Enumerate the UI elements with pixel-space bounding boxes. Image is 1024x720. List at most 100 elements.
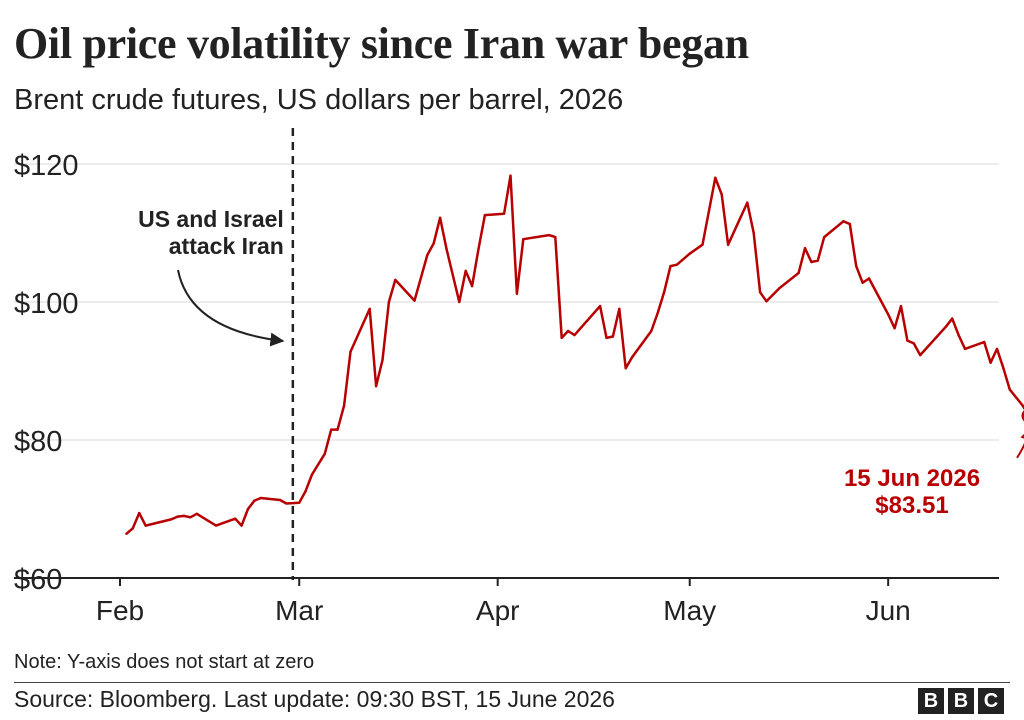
series xyxy=(125,174,1024,535)
data-point xyxy=(803,247,807,250)
data-point xyxy=(726,243,730,246)
endpoint-annotation-label: $83.51 xyxy=(875,492,948,519)
event-annotation-label: attack Iran xyxy=(169,233,284,259)
data-point xyxy=(509,174,512,177)
data-point xyxy=(214,524,218,527)
logo-letter-3: C xyxy=(978,688,1004,714)
data-point xyxy=(573,333,576,337)
data-point xyxy=(1021,404,1024,407)
logo-letter-2: B xyxy=(948,688,974,714)
data-point xyxy=(662,291,666,294)
data-point xyxy=(138,511,141,515)
data-point xyxy=(893,327,896,330)
data-point xyxy=(368,307,371,311)
data-point xyxy=(278,498,282,502)
line-chart: $60 $80 $100 $120 Feb Mar Apr May Jun US and Isr… xyxy=(14,128,1024,626)
data-point xyxy=(765,300,768,303)
data-point xyxy=(758,291,762,294)
data-point xyxy=(515,292,519,295)
data-point xyxy=(323,452,326,455)
data-point xyxy=(259,496,262,500)
data-point xyxy=(887,313,890,316)
data-point xyxy=(426,253,429,257)
data-point xyxy=(522,238,525,241)
data-point xyxy=(688,252,691,255)
data-point xyxy=(995,347,999,351)
data-point xyxy=(963,347,967,351)
data-point xyxy=(842,220,845,223)
data-point xyxy=(823,235,826,239)
data-point xyxy=(464,269,467,273)
x-tick-label: Apr xyxy=(476,595,520,626)
y-tick-label: $120 xyxy=(14,150,79,182)
y-tick-label: $60 xyxy=(14,564,62,596)
x-tick-label: Mar xyxy=(275,595,323,626)
chart-subtitle: Brent crude futures, US dollars per barr… xyxy=(14,84,624,116)
data-point xyxy=(125,532,128,535)
data-point xyxy=(445,247,448,251)
data-point xyxy=(624,367,627,370)
data-point xyxy=(752,231,755,235)
data-point xyxy=(797,271,800,275)
data-point xyxy=(458,300,461,304)
data-point xyxy=(170,518,173,521)
data-point xyxy=(298,501,301,504)
data-point xyxy=(387,300,391,304)
data-point xyxy=(566,329,570,333)
data-point xyxy=(650,329,653,333)
data-point xyxy=(189,516,192,519)
data-point xyxy=(470,284,474,288)
data-point xyxy=(342,404,346,407)
axes: $60 $80 $100 $120 Feb Mar Apr May Jun xyxy=(14,150,999,626)
endpoint-annotation-arrow xyxy=(1016,426,1024,459)
data-point xyxy=(861,281,864,284)
data-point xyxy=(330,428,333,431)
data-point xyxy=(919,353,922,357)
data-point xyxy=(714,176,717,179)
grid-lines xyxy=(14,163,999,441)
data-point xyxy=(234,517,237,520)
data-point xyxy=(611,335,615,338)
data-point xyxy=(336,428,339,431)
data-point xyxy=(720,193,723,196)
data-point xyxy=(669,264,672,268)
data-point xyxy=(944,325,947,328)
data-point xyxy=(547,233,551,237)
data-point xyxy=(598,304,602,308)
event-annotation-arrow xyxy=(177,269,285,347)
data-point xyxy=(413,299,416,302)
data-point xyxy=(374,385,378,388)
data-point xyxy=(630,356,634,359)
source-line: Source: Bloomberg. Last update: 09:30 BS… xyxy=(14,686,615,712)
chart-title: Oil price volatility since Iran war bega… xyxy=(14,19,749,68)
data-point xyxy=(848,222,851,226)
data-point xyxy=(502,212,506,215)
bbc-logo: B B C xyxy=(918,688,1004,714)
logo-letter-1: B xyxy=(918,688,944,714)
data-point xyxy=(816,259,819,262)
endpoint-dot xyxy=(1021,410,1024,422)
data-point xyxy=(483,213,487,217)
data-point xyxy=(554,235,557,239)
data-point xyxy=(778,287,781,290)
data-point xyxy=(957,333,960,337)
data-point xyxy=(746,201,749,204)
x-tick-label: Jun xyxy=(866,595,911,626)
x-tick-label: May xyxy=(663,595,716,626)
data-point xyxy=(855,264,858,268)
data-point xyxy=(899,304,903,308)
data-point xyxy=(285,502,288,505)
data-point xyxy=(304,489,307,493)
data-point xyxy=(912,342,915,345)
data-point xyxy=(394,278,397,282)
data-point xyxy=(983,340,986,344)
data-point xyxy=(989,361,992,364)
data-point xyxy=(195,512,198,515)
data-point xyxy=(144,524,147,527)
data-point xyxy=(253,499,256,502)
data-point xyxy=(906,339,909,342)
data-point xyxy=(432,242,435,245)
data-point xyxy=(810,260,813,264)
data-point xyxy=(560,336,563,340)
